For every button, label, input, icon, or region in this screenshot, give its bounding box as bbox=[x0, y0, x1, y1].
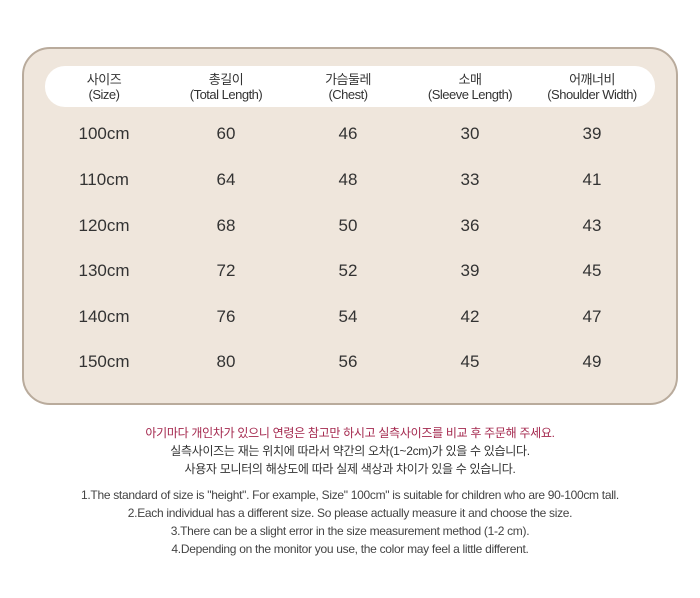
table-cell: 48 bbox=[338, 170, 358, 189]
table-header bbox=[45, 66, 655, 107]
table-cell: 36 bbox=[460, 216, 480, 235]
column-header: 어깨너비 (Shoulder Width) bbox=[527, 72, 657, 102]
table-cell: 56 bbox=[338, 352, 358, 371]
table-cell: 140cm bbox=[78, 307, 130, 326]
note-en-1: 1.The standard of size is "height". For … bbox=[81, 488, 619, 502]
table-cell: 39 bbox=[460, 261, 480, 280]
table-cell: 46 bbox=[338, 124, 358, 143]
header-en: (Size) bbox=[88, 87, 120, 102]
table-cell: 41 bbox=[582, 170, 602, 189]
table-cell: 43 bbox=[582, 216, 602, 235]
table-cell: 150cm bbox=[78, 352, 130, 371]
table-cell: 45 bbox=[460, 352, 480, 371]
header-ko: 어깨너비 bbox=[569, 72, 615, 87]
note-ko-2: 실측사이즈는 재는 위치에 따라서 약간의 오차(1~2cm)가 있을 수 있습… bbox=[170, 444, 530, 458]
table-cell: 68 bbox=[216, 216, 236, 235]
korean-notes: 아기마다 개인차가 있으니 연령은 참고만 하시고 실측사이즈를 비교 후 주문… bbox=[0, 424, 700, 478]
note-en-3: 3.There can be a slight error in the siz… bbox=[170, 524, 530, 538]
table-cell: 30 bbox=[460, 124, 480, 143]
table-cell: 47 bbox=[582, 307, 602, 326]
table-cell: 110cm bbox=[79, 170, 129, 189]
table-cell: 39 bbox=[582, 124, 602, 143]
table-cell: 60 bbox=[216, 124, 236, 143]
table-cell: 76 bbox=[216, 307, 236, 326]
table-cell: 33 bbox=[460, 170, 480, 189]
header-en: (Chest) bbox=[328, 87, 368, 102]
header-ko: 총길이 bbox=[208, 72, 244, 87]
table-cell: 100cm bbox=[78, 124, 130, 143]
header-ko: 사이즈 bbox=[86, 72, 122, 87]
header-en: (Sleeve Length) bbox=[427, 87, 513, 102]
table-cell: 120cm bbox=[78, 216, 130, 235]
table-cell: 45 bbox=[582, 261, 602, 280]
header-ko: 소매 bbox=[458, 72, 482, 87]
note-en-4: 4.Depending on the monitor you use, the … bbox=[171, 542, 529, 556]
table-cell: 64 bbox=[216, 170, 236, 189]
header-ko: 가슴둘레 bbox=[325, 72, 371, 87]
table-cell: 50 bbox=[338, 216, 358, 235]
table-cell: 52 bbox=[338, 261, 358, 280]
column-header: 가슴둘레 (Chest) bbox=[283, 72, 413, 102]
note-en-2: 2.Each individual has a different size. … bbox=[127, 506, 573, 520]
header-en: (Shoulder Width) bbox=[547, 87, 637, 102]
table-cell: 80 bbox=[216, 352, 236, 371]
header-en: (Total Length) bbox=[189, 87, 263, 102]
table-cell: 72 bbox=[216, 261, 236, 280]
table-cell: 54 bbox=[338, 307, 358, 326]
english-notes: 1.The standard of size is "height". For … bbox=[0, 486, 700, 558]
table-cell: 130cm bbox=[78, 261, 130, 280]
column-header: 소매 (Sleeve Length) bbox=[405, 72, 535, 102]
table-cell: 42 bbox=[460, 307, 480, 326]
column-header: 사이즈 (Size) bbox=[39, 72, 169, 102]
table-cell: 49 bbox=[582, 352, 602, 371]
column-header: 총길이 (Total Length) bbox=[161, 72, 291, 102]
note-ko-1: 아기마다 개인차가 있으니 연령은 참고만 하시고 실측사이즈를 비교 후 주문… bbox=[145, 426, 555, 440]
note-ko-3: 사용자 모니터의 해상도에 따라 실제 색상과 차이가 있을 수 있습니다. bbox=[184, 462, 516, 476]
